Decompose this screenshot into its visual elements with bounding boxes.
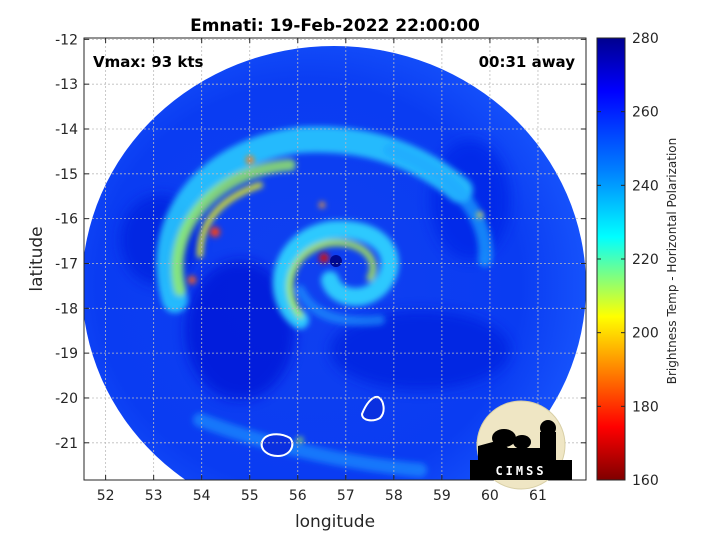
colorbar-ticks: 280 260 240 220 200 180 160 — [597, 31, 659, 489]
colorbar: 280 260 240 220 200 180 160 Brightness Temp - … — [596, 31, 679, 489]
y-tick-label: -18 — [55, 301, 78, 317]
colorbar-tick-label: 160 — [632, 473, 659, 489]
x-tick-label: 55 — [241, 488, 259, 504]
y-axis: -12 -13 -14 -15 -16 -17 -18 -19 -20 -21 — [55, 32, 586, 452]
x-tick-label: 58 — [385, 488, 403, 504]
colorbar-tick-label: 180 — [632, 399, 659, 415]
y-axis-label: latitude — [27, 226, 47, 291]
y-tick-label: -19 — [55, 346, 78, 362]
y-tick-label: -14 — [55, 122, 78, 138]
cimss-logo-icon: CIMSS — [470, 400, 572, 490]
plot-frame — [83, 37, 587, 481]
brightness-temperature-image — [84, 46, 586, 480]
figure-title: Emnati: 19-Feb-2022 22:00:00 — [190, 16, 480, 36]
x-tick-label: 61 — [529, 488, 547, 504]
y-tick-label: -13 — [55, 77, 78, 93]
y-tick-label: -17 — [55, 256, 78, 272]
y-tick-label: -16 — [55, 212, 78, 228]
colorbar-gradient — [596, 37, 626, 481]
x-axis: 52 53 54 55 56 57 58 59 60 61 — [97, 38, 547, 504]
colorbar-tick-label: 240 — [632, 178, 659, 194]
colorbar-tick-label: 200 — [632, 326, 659, 342]
x-tick-label: 60 — [481, 488, 499, 504]
y-tick-label: -20 — [55, 391, 78, 407]
x-tick-label: 57 — [337, 488, 355, 504]
y-tick-label: -15 — [55, 167, 78, 183]
x-tick-label: 56 — [289, 488, 307, 504]
x-tick-label: 52 — [97, 488, 115, 504]
storm-eye — [330, 255, 342, 267]
colorbar-label: Brightness Temp - Horizontal Polarizatio… — [665, 138, 679, 385]
colorbar-tick-label: 260 — [632, 105, 659, 121]
y-tick-label: -21 — [55, 436, 78, 452]
time-away-label: 00:31 away — [479, 53, 576, 71]
x-tick-label: 59 — [433, 488, 451, 504]
cimss-logo-text: CIMSS — [495, 464, 546, 478]
colorbar-tick-label: 220 — [632, 252, 659, 268]
colorbar-tick-label: 280 — [632, 31, 659, 47]
x-tick-label: 53 — [145, 488, 163, 504]
x-axis-label: longitude — [295, 512, 375, 532]
x-tick-label: 54 — [193, 488, 211, 504]
island-outline-mauritius — [360, 395, 385, 422]
island-outline-reunion — [260, 433, 294, 458]
vmax-label: Vmax: 93 kts — [93, 53, 203, 71]
y-tick-label: -12 — [55, 32, 78, 48]
